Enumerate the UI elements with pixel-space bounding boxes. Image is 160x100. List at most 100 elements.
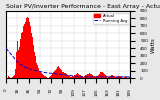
Bar [121, 77, 122, 78]
Y-axis label: Watts: Watts [151, 37, 156, 52]
Bar [110, 76, 111, 78]
Bar [30, 26, 31, 78]
Bar [6, 77, 7, 78]
Bar [74, 75, 75, 78]
Bar [89, 73, 90, 78]
Bar [16, 52, 17, 78]
Bar [8, 76, 9, 78]
Bar [106, 76, 107, 78]
Bar [34, 52, 35, 78]
Text: Solar PV/Inverter Performance - East Array - Actual & Running Average Power Outp: Solar PV/Inverter Performance - East Arr… [6, 4, 160, 9]
Bar [80, 75, 81, 78]
Bar [85, 75, 86, 78]
Bar [126, 77, 127, 78]
Bar [103, 73, 104, 78]
Bar [33, 45, 34, 78]
Bar [129, 77, 130, 78]
Bar [68, 75, 69, 78]
Bar [60, 69, 61, 78]
Bar [124, 77, 125, 78]
Bar [24, 24, 25, 78]
Bar [37, 65, 38, 78]
Bar [28, 18, 29, 78]
Bar [64, 73, 65, 78]
Bar [59, 68, 60, 78]
Bar [62, 72, 63, 78]
Bar [45, 76, 46, 78]
Bar [51, 75, 52, 78]
Bar [18, 50, 19, 78]
Bar [116, 77, 117, 78]
Bar [77, 74, 78, 78]
Bar [72, 76, 73, 78]
Bar [38, 68, 39, 78]
Bar [41, 73, 42, 78]
Bar [54, 71, 55, 78]
Bar [31, 33, 32, 78]
Bar [73, 76, 74, 78]
Bar [100, 72, 101, 78]
Bar [115, 77, 116, 78]
Bar [86, 75, 87, 78]
Bar [12, 77, 13, 78]
Bar [78, 74, 79, 78]
Bar [47, 77, 48, 78]
Bar [53, 72, 54, 78]
Bar [117, 77, 118, 78]
Bar [88, 74, 89, 78]
Bar [87, 74, 88, 78]
Bar [19, 47, 20, 78]
Bar [14, 75, 15, 78]
Bar [70, 76, 71, 78]
Bar [83, 77, 84, 78]
Bar [65, 74, 66, 78]
Bar [32, 37, 33, 78]
Bar [99, 74, 100, 78]
Bar [105, 75, 106, 78]
Bar [49, 77, 50, 78]
Bar [120, 76, 121, 78]
Bar [79, 75, 80, 78]
Bar [113, 76, 114, 78]
Bar [43, 75, 44, 78]
Bar [114, 76, 115, 78]
Bar [67, 75, 68, 78]
Bar [22, 32, 23, 78]
Bar [17, 41, 18, 78]
Bar [111, 75, 112, 78]
Bar [96, 76, 97, 78]
Bar [92, 75, 93, 78]
Bar [75, 75, 76, 78]
Bar [46, 77, 47, 78]
Bar [56, 69, 57, 78]
Bar [109, 76, 110, 78]
Bar [35, 56, 36, 78]
Bar [93, 76, 94, 78]
Bar [66, 74, 67, 78]
Bar [15, 69, 16, 78]
Bar [101, 72, 102, 78]
Bar [13, 76, 14, 78]
Bar [112, 75, 113, 78]
Bar [52, 73, 53, 78]
Bar [95, 77, 96, 78]
Bar [55, 70, 56, 78]
Bar [119, 76, 120, 78]
Bar [118, 76, 119, 78]
Bar [125, 76, 126, 78]
Bar [20, 39, 21, 78]
Bar [58, 66, 59, 78]
Bar [84, 76, 85, 78]
Bar [29, 22, 30, 78]
Bar [50, 76, 51, 78]
Bar [44, 76, 45, 78]
Bar [94, 76, 95, 78]
Legend: Actual, Running Avg: Actual, Running Avg [93, 13, 128, 24]
Bar [9, 77, 10, 78]
Bar [91, 74, 92, 78]
Bar [27, 17, 28, 78]
Bar [98, 75, 99, 78]
Bar [26, 18, 27, 78]
Bar [76, 74, 77, 78]
Bar [102, 72, 103, 78]
